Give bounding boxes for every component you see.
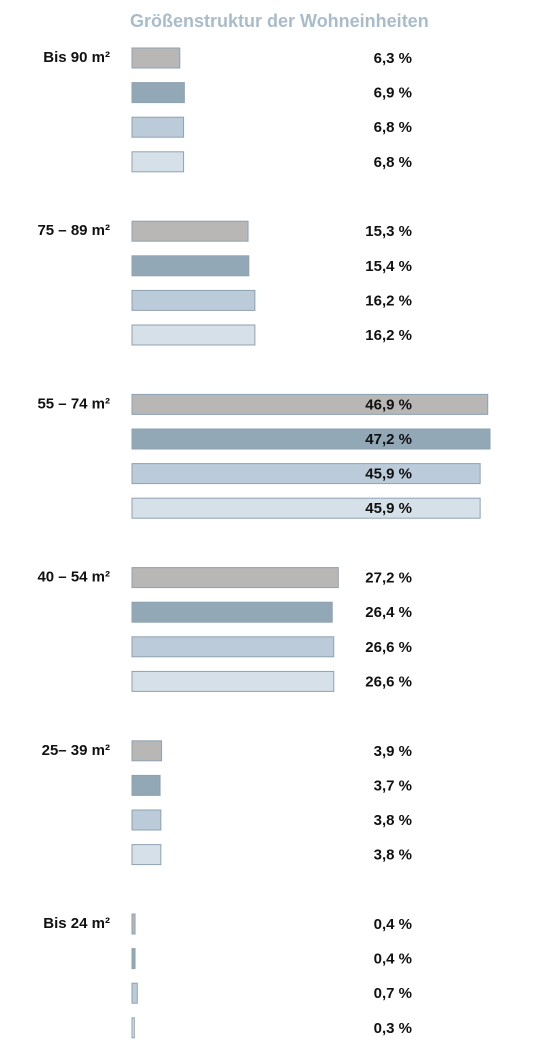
category-label: Bis 90 m² [43,49,110,66]
bar [131,567,339,589]
bar [131,47,181,69]
value-label: 16,2 % [365,327,412,344]
bar [131,289,256,311]
value-label: 15,3 % [365,223,412,240]
value-label: 0,3 % [374,1020,412,1037]
chart-title: Größenstruktur der Wohneinheiten [130,11,429,31]
value-label: 6,8 % [374,119,412,136]
bar [131,670,335,692]
bar [131,982,138,1004]
bar [131,844,162,866]
value-label: 45,9 % [365,500,412,517]
value-label: 0,4 % [374,916,412,933]
bar [131,497,481,519]
category-label: Bis 24 m² [43,915,110,932]
bar [131,393,489,415]
bar [131,463,481,485]
bar [131,255,250,277]
value-label: 46,9 % [365,396,412,413]
category-label: 40 – 54 m² [37,569,110,586]
bar [131,324,256,346]
value-label: 27,2 % [365,570,412,587]
value-label: 45,9 % [365,466,412,483]
value-label: 26,6 % [365,639,412,656]
bar [131,740,163,762]
value-label: 3,7 % [374,777,412,794]
bar [131,1017,135,1039]
value-label: 3,9 % [374,743,412,760]
bar [131,151,185,173]
bar [131,116,185,138]
bar [131,220,249,242]
value-label: 0,7 % [374,985,412,1002]
bar [131,913,136,935]
category-label: 55 – 74 m² [37,395,110,412]
bar [131,948,136,970]
value-label: 26,6 % [365,673,412,690]
value-label: 3,8 % [374,847,412,864]
value-label: 16,2 % [365,292,412,309]
category-label: 25– 39 m² [42,742,110,759]
value-label: 3,8 % [374,812,412,829]
bar [131,774,161,796]
bar [131,428,491,450]
bar [131,809,162,831]
value-label: 26,4 % [365,604,412,621]
value-label: 6,3 % [374,50,412,67]
category-label: 75 – 89 m² [37,222,110,239]
bar [131,636,335,658]
value-label: 0,4 % [374,951,412,968]
bar [131,82,185,104]
value-label: 6,9 % [374,85,412,102]
value-label: 6,8 % [374,154,412,171]
value-label: 47,2 % [365,431,412,448]
bar [131,601,333,623]
value-label: 15,4 % [365,258,412,275]
